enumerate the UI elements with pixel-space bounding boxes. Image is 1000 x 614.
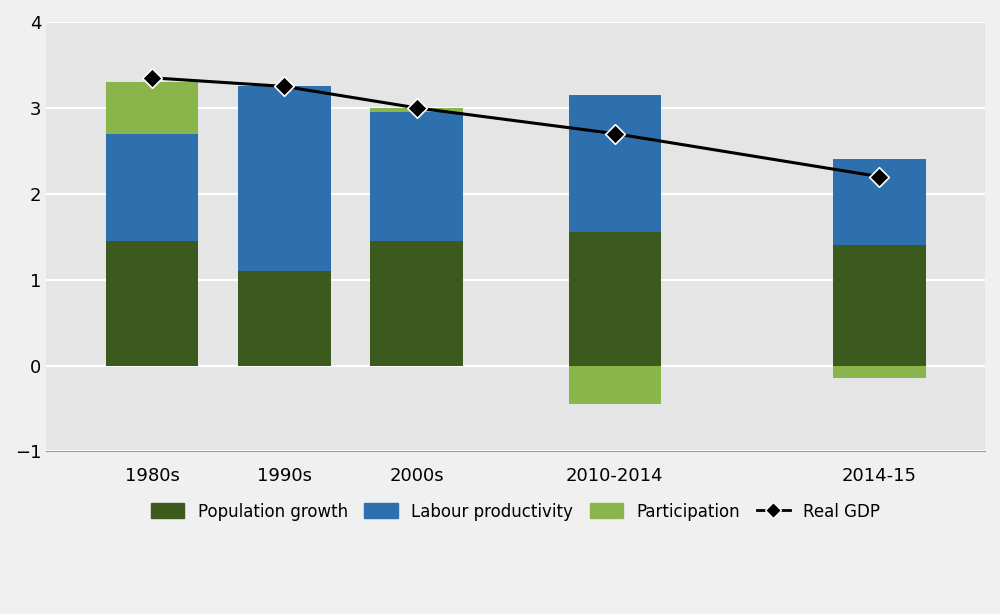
Point <box>607 129 623 139</box>
Bar <box>833 365 926 378</box>
Bar <box>106 241 198 365</box>
Point <box>144 73 160 83</box>
Legend: Population growth, Labour productivity, Participation, Real GDP: Population growth, Labour productivity, … <box>143 494 889 529</box>
Bar <box>238 87 331 271</box>
Bar <box>569 365 661 404</box>
Bar <box>569 95 661 232</box>
Bar <box>833 160 926 245</box>
Bar <box>569 232 661 365</box>
Bar <box>833 245 926 365</box>
Bar <box>370 241 463 365</box>
Bar <box>106 134 198 241</box>
Point <box>409 103 425 113</box>
Bar <box>238 271 331 365</box>
Point <box>276 82 292 91</box>
Bar <box>370 108 463 112</box>
Bar <box>106 82 198 134</box>
Bar <box>370 112 463 241</box>
Point <box>871 172 887 182</box>
